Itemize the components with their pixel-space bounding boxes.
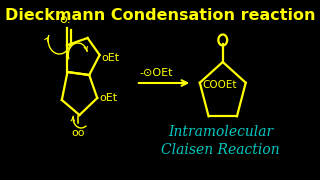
Text: oEt: oEt <box>100 93 118 103</box>
Text: Intramolecular: Intramolecular <box>168 125 273 139</box>
Text: -⊙OEt: -⊙OEt <box>139 68 173 78</box>
Text: oo: oo <box>71 128 85 138</box>
Text: o:: o: <box>59 13 71 26</box>
Text: Claisen Reaction: Claisen Reaction <box>161 143 280 157</box>
Text: Dieckmann Condensation reaction: Dieckmann Condensation reaction <box>5 8 315 23</box>
Text: oEt: oEt <box>101 53 119 63</box>
Text: COOEt: COOEt <box>202 80 237 90</box>
